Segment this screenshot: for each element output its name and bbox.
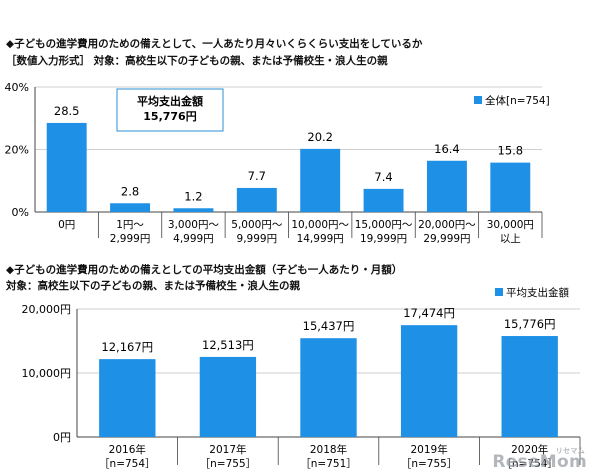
legend-label: 平均支出金額 — [506, 286, 569, 299]
bar-2 — [110, 203, 151, 212]
chart2-title: ◆子どもの進学費用のための備えとしての平均支出金額（子ども一人あたり・月額） — [6, 264, 403, 276]
bar-4 — [400, 325, 458, 437]
x-tick-label: 2016年 — [109, 443, 146, 456]
y-tick-label: 10,000円 — [22, 367, 72, 380]
x-tick-label: 2020年 — [511, 443, 548, 456]
y-tick-label: 0円 — [53, 431, 71, 444]
chart2-subtitle: 対象：高校生以下の子どもの親、または予備校生・浪人生の親 — [6, 280, 300, 292]
legend-swatch — [474, 96, 482, 104]
data-label: 28.5 — [54, 104, 80, 118]
x-tick-label: ［n=755］ — [200, 458, 257, 470]
bar-3 — [173, 208, 214, 212]
data-label: 20.2 — [307, 130, 333, 144]
x-tick-label: 5,000円～ — [231, 219, 283, 231]
annotation-value: 15,776円 — [143, 110, 196, 123]
y-tick-label: 40% — [5, 81, 29, 94]
x-tick-label: ［n=754］ — [99, 458, 156, 470]
x-tick-label: ［n=751］ — [300, 458, 357, 470]
data-label: 7.7 — [248, 169, 266, 183]
resemom-watermark: ReseMom リセマム — [492, 447, 587, 472]
x-tick-label: 14,999円 — [297, 233, 344, 245]
bar-2 — [199, 356, 257, 437]
data-label: 15.8 — [498, 144, 524, 158]
y-tick-label: 20,000円 — [22, 303, 72, 316]
x-tick-label: 2,999円 — [110, 233, 151, 245]
data-label: 12,513円 — [202, 338, 254, 352]
x-tick-label: ［n=755］ — [401, 458, 458, 470]
bar-5 — [300, 148, 341, 212]
x-tick-label: 0円 — [58, 219, 75, 231]
legend-swatch — [495, 288, 503, 296]
bar-3 — [300, 338, 357, 437]
x-tick-label: 29,999円 — [423, 233, 470, 245]
x-tick-label: 2019年 — [410, 443, 447, 456]
bar-1 — [46, 122, 87, 212]
data-label: 16.4 — [434, 142, 460, 156]
annotation-title: 平均支出金額 — [137, 94, 203, 108]
y-tick-label: 20% — [5, 144, 29, 157]
x-tick-label: 9,999円 — [237, 233, 278, 245]
x-tick-label: 30,000円 — [487, 219, 534, 231]
bar-1 — [99, 359, 156, 437]
data-label: 7.4 — [374, 170, 392, 184]
x-tick-label: 20,000円～ — [418, 219, 476, 231]
x-tick-label: 以上 — [500, 233, 521, 245]
x-tick-label: 4,999円 — [173, 233, 214, 245]
annotation-box — [116, 88, 224, 132]
legend-label: 全体[n=754] — [485, 94, 550, 107]
x-tick-label: 19,999円 — [360, 233, 407, 245]
watermark-small: リセマム — [555, 447, 585, 455]
data-label: 15,437円 — [303, 319, 355, 333]
data-label: 12,167円 — [101, 340, 153, 354]
data-label: 15,776円 — [504, 317, 556, 331]
data-label: 1.2 — [184, 189, 202, 203]
data-label: 17,474円 — [403, 306, 455, 320]
x-tick-label: 2018年 — [310, 443, 347, 456]
x-tick-label: 1円～ — [116, 219, 144, 231]
x-tick-label: 2017年 — [209, 443, 246, 456]
y-tick-label: 0% — [12, 206, 29, 219]
bar-4 — [236, 187, 277, 212]
x-tick-label: ［n=754］ — [501, 458, 558, 470]
data-label: 2.8 — [121, 184, 139, 198]
chart1-subtitle: ［数値入力形式］ 対象：高校生以下の子どもの親、または予備校生・浪人生の親 — [6, 55, 388, 67]
x-tick-label: 15,000円～ — [355, 219, 413, 231]
watermark-text: ReseMom — [492, 452, 587, 472]
distribution-chart: 0% 20% 40% 28.5 0円 2.8 1円～ 2,999円 1.2 3,000円～ 4,99… — [5, 81, 550, 245]
bar-8 — [490, 162, 531, 212]
x-tick-label: 3,000円～ — [168, 219, 220, 231]
x-tick-label: 10,000円～ — [291, 219, 349, 231]
bar-7 — [426, 160, 467, 212]
bar-6 — [363, 188, 404, 212]
chart1-title: ◆子どもの進学費用のための備えとして、一人あたり月々いくらくらい支出をしているか — [6, 38, 423, 50]
bar-5 — [501, 336, 558, 437]
